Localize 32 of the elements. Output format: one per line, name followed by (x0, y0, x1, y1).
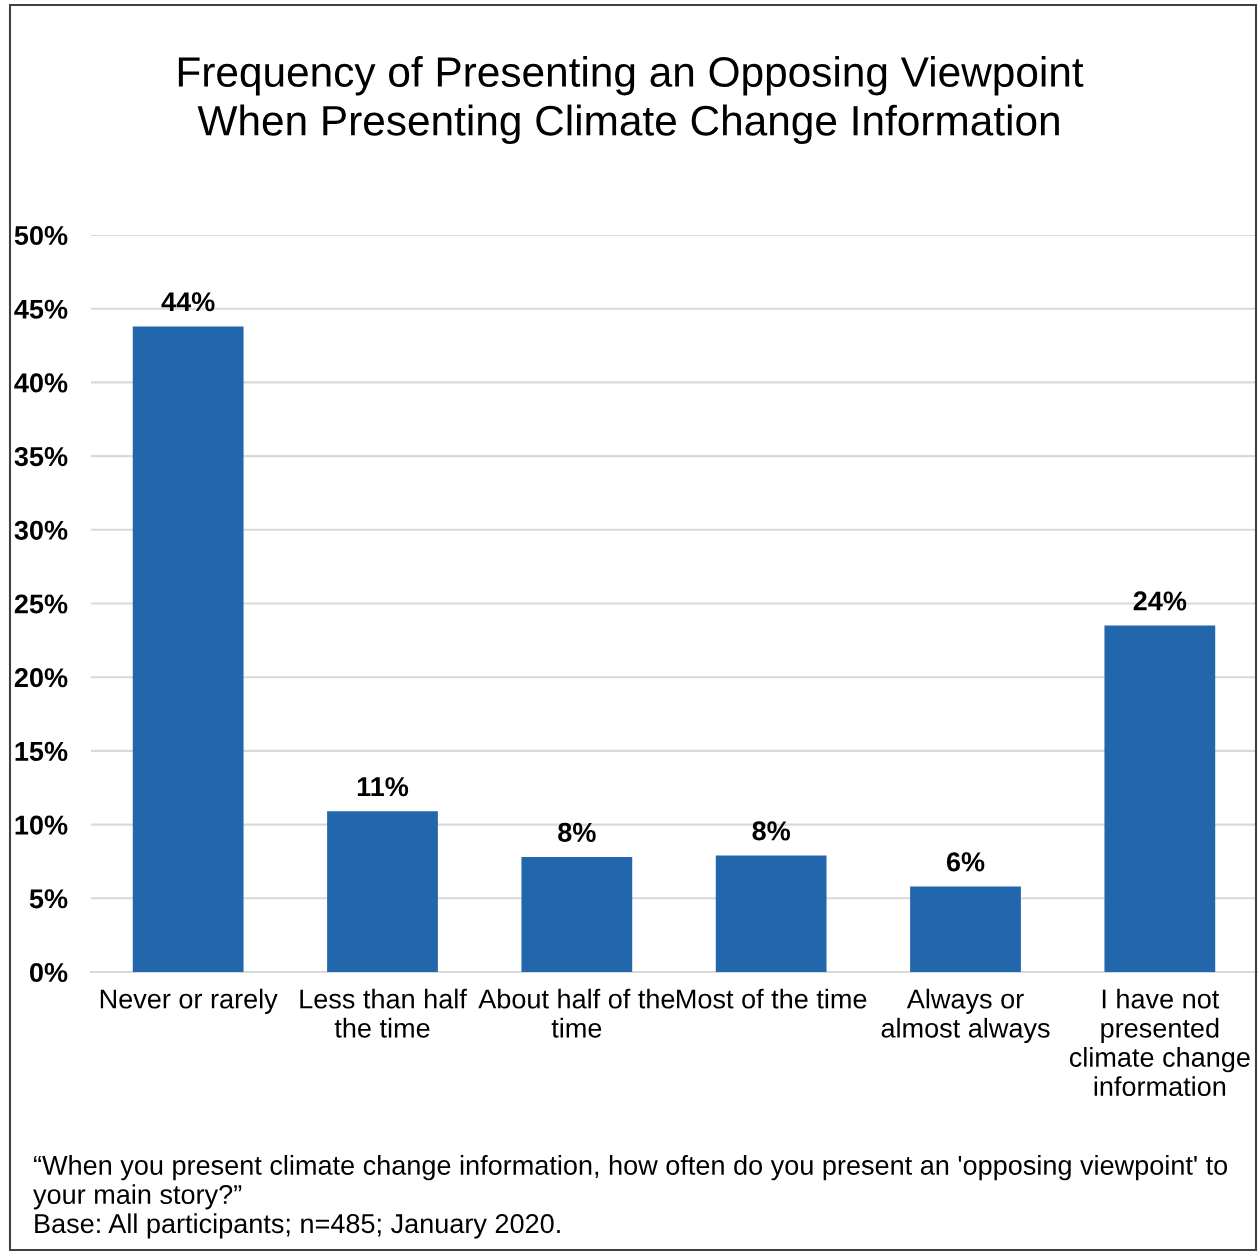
y-tick-label: 20% (14, 668, 68, 688)
bar (132, 326, 244, 972)
x-tick-label: I have not presented climate change information (1069, 988, 1250, 1097)
y-tick-label: 50% (14, 225, 68, 246)
data-label: 6% (946, 852, 985, 872)
y-tick-label: 35% (14, 447, 68, 467)
y-tick-label: 10% (15, 815, 68, 835)
data-label: 8% (558, 822, 596, 842)
y-tick-label: 15% (15, 741, 68, 761)
x-tick-label: Never or rarely (100, 988, 278, 1014)
x-tick-label: Always or almost always (881, 988, 1050, 1044)
y-tick-label: 40% (14, 373, 68, 393)
chart-title: Frequency of Presenting an Opposing Viewpoint When Presenting Climate Change Information (178, 55, 1084, 145)
y-tick-label: 0% (30, 962, 68, 983)
bar (521, 857, 633, 972)
y-tick-label: 30% (14, 520, 68, 540)
bar (327, 811, 438, 972)
y-tick-label: 5% (29, 889, 68, 909)
data-label: 11% (357, 777, 409, 797)
bar (1104, 625, 1216, 972)
data-label: 44% (161, 292, 215, 312)
bar (910, 886, 1021, 972)
bar (715, 855, 827, 972)
data-label: 8% (752, 821, 791, 841)
data-label: 24% (1133, 591, 1187, 611)
y-tick-label: 25% (14, 594, 68, 614)
x-tick-label: Most of the time (677, 988, 867, 1009)
text: Base: All participants; n=485; January 2020. (35, 1213, 560, 1239)
x-tick-label: About half of the time (478, 988, 675, 1038)
y-tick-label: 45% (14, 299, 68, 319)
x-tick-label: Less than half the time (300, 988, 467, 1038)
text: “When you present climate change information, how often do you present an 'opposing viewpoint' to your main story?” (33, 1155, 1228, 1210)
